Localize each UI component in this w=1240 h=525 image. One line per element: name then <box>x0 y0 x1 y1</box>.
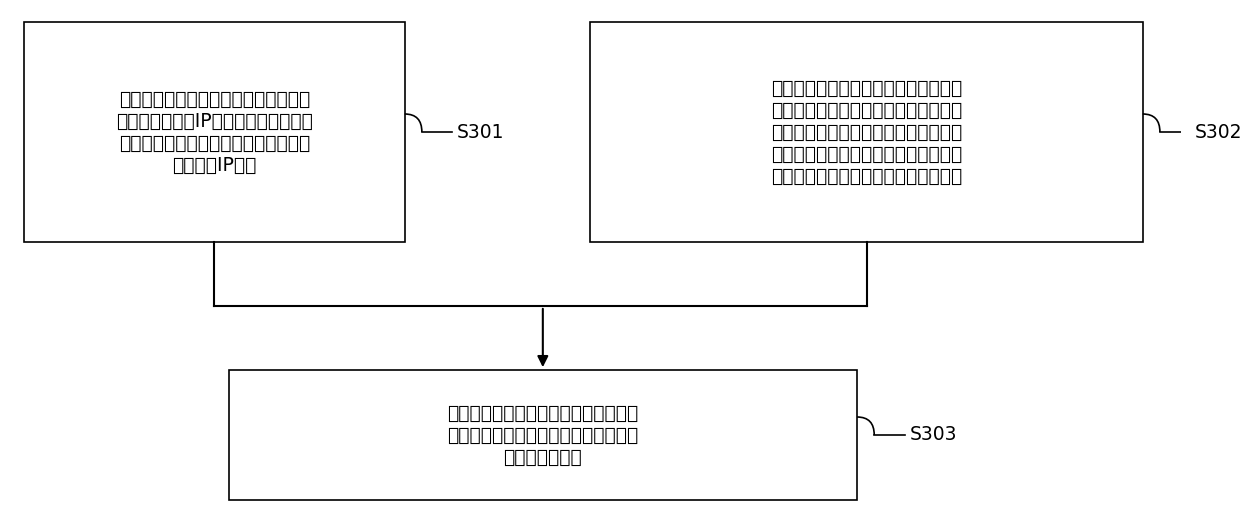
Text: S303: S303 <box>909 425 957 445</box>
Text: 节点对序号，获取所述时间分片信息，: 节点对序号，获取所述时间分片信息， <box>771 122 962 142</box>
Text: S301: S301 <box>458 122 505 142</box>
Text: S302: S302 <box>1195 122 1240 142</box>
Text: 信息，所述节点信息包括第二网络节点: 信息，所述节点信息包括第二网络节点 <box>119 133 310 152</box>
Bar <box>590 22 1143 242</box>
Text: 其中，所述节点对为所述第一网络节点: 其中，所述节点对为所述第一网络节点 <box>771 144 962 163</box>
Text: 控制节点根据所述网络中的所有网络节: 控制节点根据所述网络中的所有网络节 <box>119 89 310 109</box>
Text: 的序号和IP地址: 的序号和IP地址 <box>172 155 257 174</box>
Bar <box>24 22 404 242</box>
Text: 测量时间、单个测量任务持续时间以及: 测量时间、单个测量任务持续时间以及 <box>771 100 962 120</box>
Text: 与单个所述第二网络节点组成的节点对: 与单个所述第二网络节点组成的节点对 <box>771 166 962 185</box>
Bar <box>228 370 857 500</box>
Text: 的测量任务文件: 的测量任务文件 <box>503 447 583 467</box>
Text: 分片信息，生成网络中的第一网络节点: 分片信息，生成网络中的第一网络节点 <box>448 425 639 445</box>
Text: 控制节点根据所述第一网络节点的可用: 控制节点根据所述第一网络节点的可用 <box>771 79 962 98</box>
Text: 点各自的序号和IP地址，获取所述节点: 点各自的序号和IP地址，获取所述节点 <box>115 111 312 131</box>
Text: 控制节点根据所述节点信息和所述时间: 控制节点根据所述节点信息和所述时间 <box>448 404 639 423</box>
